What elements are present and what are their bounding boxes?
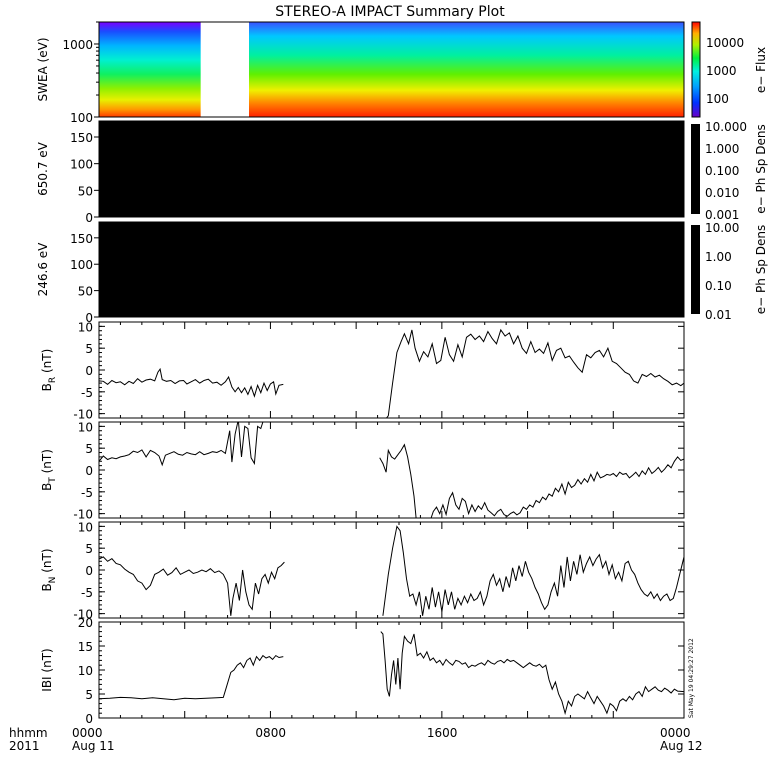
series-line-5-0 xyxy=(99,556,285,616)
ytick-label: 20 xyxy=(78,616,93,630)
ytick-label: 5 xyxy=(85,342,93,356)
ph-ylabel: 650.7 eV xyxy=(36,141,50,196)
series-line-4-1 xyxy=(379,443,684,518)
ph-colorbar-label: e− Ph Sp Dens xyxy=(754,225,768,314)
ph-colorbar-tick: 0.010 xyxy=(705,186,739,200)
ytick-label: 0 xyxy=(85,712,93,726)
footer-date-end: Aug 12 xyxy=(660,739,703,753)
ylabel-4: BT (nT) xyxy=(40,449,58,491)
swea-colorbar-label: e− Flux xyxy=(754,47,768,93)
ph-ytick-label: 100 xyxy=(70,258,93,272)
ylabel-5: BN (nT) xyxy=(40,548,58,591)
line-panel-frame-5 xyxy=(98,521,685,619)
ph-colorbar-tick: 1.000 xyxy=(705,142,739,156)
swea-ytick-label: 100 xyxy=(70,111,93,125)
ytick-label: -10 xyxy=(73,508,93,522)
ylabel-6: IBI (nT) xyxy=(40,648,54,691)
ph-colorbar-tick: 10.000 xyxy=(705,120,747,134)
swea-heatmap-band-2 xyxy=(249,22,684,117)
xtick-label: 1600 xyxy=(427,726,458,740)
series-line-6-1 xyxy=(380,631,684,716)
line-panel-frame-4 xyxy=(98,421,685,519)
line-panel-frame-6 xyxy=(98,621,685,719)
ytick-label: 0 xyxy=(85,364,93,378)
swea-colorbar-tick: 100 xyxy=(706,92,729,106)
swea-colorbar xyxy=(691,21,701,118)
ph-colorbar xyxy=(691,225,700,314)
swea-colorbar-tick: 1000 xyxy=(706,64,737,78)
ph-ytick-label: 150 xyxy=(70,232,93,246)
footer-year: 2011 xyxy=(9,739,40,753)
ph-ytick-label: 0 xyxy=(85,211,93,225)
swea-heatmap-band-1 xyxy=(99,22,201,117)
ytick-label: 10 xyxy=(78,520,93,534)
ph-colorbar-tick: 0.01 xyxy=(705,308,732,322)
xtick-label: 0000 xyxy=(72,726,103,740)
series-line-5-1 xyxy=(382,525,684,616)
ytick-label: -5 xyxy=(81,386,93,400)
series-line-3-1 xyxy=(385,328,684,418)
ph-ytick-label: 100 xyxy=(70,158,93,172)
ph-heatmap-2 xyxy=(98,221,685,318)
footer-hhmm: hhmm xyxy=(9,726,48,740)
swea-frame xyxy=(98,21,685,118)
ph-colorbar-tick: 0.10 xyxy=(705,279,732,293)
ytick-label: 0 xyxy=(85,564,93,578)
ph-colorbar-tick: 0.001 xyxy=(705,208,739,222)
line-panel-frame-3 xyxy=(98,321,685,419)
ph-ytick-label: 0 xyxy=(85,311,93,325)
ytick-label: 5 xyxy=(85,688,93,702)
ytick-label: 10 xyxy=(78,664,93,678)
plot-title: STEREO-A IMPACT Summary Plot xyxy=(275,4,505,20)
ph-ytick-label: 150 xyxy=(70,131,93,145)
series-line-3-0 xyxy=(99,367,284,398)
timestamp-label: Sat May 19 04:29:27 2012 xyxy=(688,638,695,718)
ytick-label: 5 xyxy=(85,442,93,456)
ytick-label: -10 xyxy=(73,408,93,422)
ytick-label: -5 xyxy=(81,486,93,500)
swea-ytick-label: 1000 xyxy=(62,38,93,52)
ytick-label: 5 xyxy=(85,542,93,556)
ytick-label: -5 xyxy=(81,586,93,600)
ytick-label: 15 xyxy=(78,640,93,654)
ylabel-3: BR (nT) xyxy=(40,349,58,392)
series-line-4-0 xyxy=(99,422,264,467)
ytick-label: 0 xyxy=(85,464,93,478)
xtick-label: 0800 xyxy=(255,726,286,740)
ph-colorbar-tick: 0.100 xyxy=(705,164,739,178)
series-line-6-0 xyxy=(99,654,284,701)
footer-date-start: Aug 11 xyxy=(72,739,115,753)
swea-data-gap xyxy=(200,22,249,117)
swea-colorbar-tick: 10000 xyxy=(706,36,744,50)
ph-colorbar xyxy=(691,124,700,214)
ytick-label: -10 xyxy=(73,608,93,622)
ph-ytick-label: 50 xyxy=(78,184,93,198)
ph-heatmap-1 xyxy=(98,120,685,218)
xtick-label: 0000 xyxy=(660,726,691,740)
ph-ylabel: 246.6 eV xyxy=(36,242,50,297)
ytick-label: 10 xyxy=(78,320,93,334)
ph-colorbar-tick: 10.00 xyxy=(705,221,739,235)
ytick-label: 10 xyxy=(78,420,93,434)
ph-colorbar-tick: 1.00 xyxy=(705,250,732,264)
swea-ylabel: SWEA (eV) xyxy=(36,37,50,101)
ph-colorbar-label: e− Ph Sp Dens xyxy=(754,124,768,213)
ph-ytick-label: 50 xyxy=(78,285,93,299)
